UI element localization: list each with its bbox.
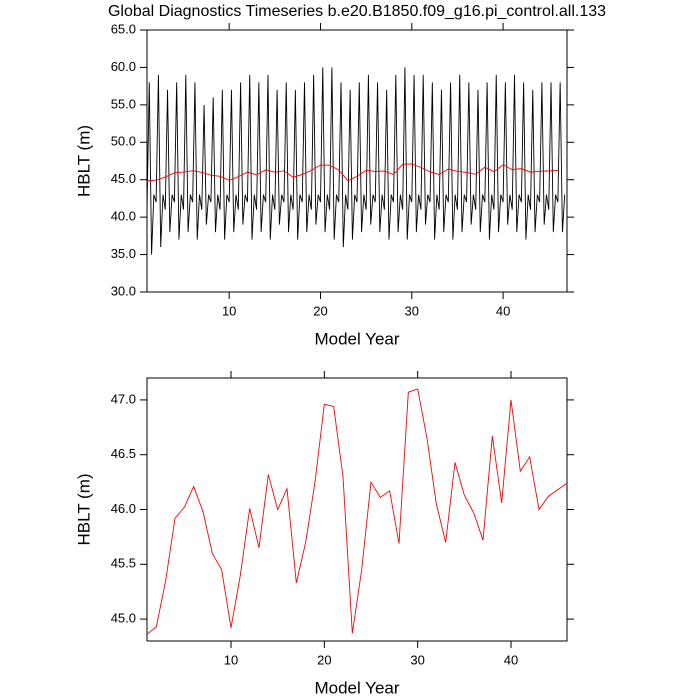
x-tick-label: 30 <box>410 652 424 667</box>
y-tick-label: 47.0 <box>111 391 136 406</box>
chart-title: Global Diagnostics Timeseries b.e20.B185… <box>108 3 606 20</box>
y-tick-label: 45.0 <box>111 611 136 626</box>
x-tick-label: 20 <box>317 652 331 667</box>
y-axis-label: HBLT (m) <box>74 473 93 545</box>
y-tick-label: 50.0 <box>111 134 136 149</box>
y-tick-label: 45.0 <box>111 171 136 186</box>
data-line <box>146 67 566 255</box>
x-tick-label: 10 <box>224 652 238 667</box>
plot-frame <box>146 29 568 293</box>
x-tick-label: 40 <box>504 652 518 667</box>
y-tick-label: 40.0 <box>111 209 136 224</box>
data-line <box>146 163 558 182</box>
y-tick-label: 65.0 <box>111 21 136 36</box>
x-tick-label: 10 <box>222 303 236 318</box>
y-tick-label: 35.0 <box>111 246 136 261</box>
y-tick-label: 46.5 <box>111 446 136 461</box>
data-line <box>146 388 568 635</box>
x-axis-label: Model Year <box>314 329 399 348</box>
y-tick-label: 45.5 <box>111 556 136 571</box>
x-tick-label: 40 <box>496 303 510 318</box>
y-axis-label: HBLT (m) <box>74 125 93 197</box>
y-tick-label: 46.0 <box>111 501 136 516</box>
y-tick-label: 55.0 <box>111 96 136 111</box>
y-tick-label: 30.0 <box>111 283 136 298</box>
x-tick-label: 30 <box>405 303 419 318</box>
y-tick-label: 60.0 <box>111 59 136 74</box>
x-tick-label: 20 <box>313 303 327 318</box>
x-axis-label: Model Year <box>314 678 399 697</box>
